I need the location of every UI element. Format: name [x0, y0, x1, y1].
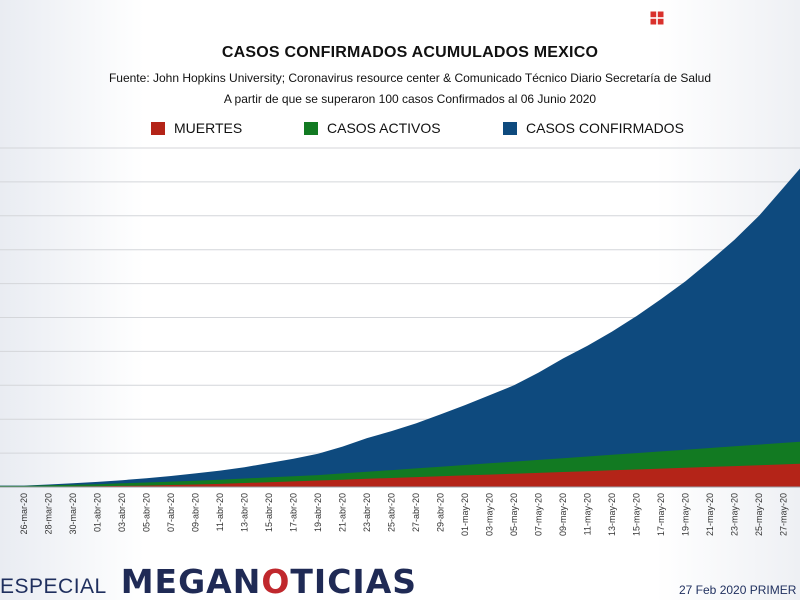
x-tick-label: 17-abr-20 — [289, 493, 299, 532]
x-tick-label: 15-abr-20 — [264, 493, 274, 532]
x-tick-label: 05-abr-20 — [142, 493, 152, 532]
chart-areas — [0, 168, 800, 488]
x-tick-label: 03-may-20 — [485, 493, 495, 536]
chart-title: CASOS CONFIRMADOS ACUMULADOS MEXICO — [221, 44, 599, 61]
x-tick-label: 05-may-20 — [509, 493, 519, 536]
legend-label-casos-activos: CASOS ACTIVOS — [327, 120, 441, 136]
area-muertes — [0, 463, 800, 487]
brand-part-2: TICIAS — [290, 562, 418, 601]
red-grid-logo-icon — [650, 11, 664, 25]
x-tick-label: 01-may-20 — [460, 493, 470, 536]
x-tick-label: 11-abr-20 — [215, 493, 225, 531]
x-axis-ticks: 26-mar-20 28-mar-20 30-mar-20 01-abr-20 03-a… — [19, 493, 789, 536]
legend-item-muertes: MUERTES — [151, 120, 242, 136]
footer-branding: ESPECIAL MEGANOTICIAS — [0, 562, 417, 601]
x-tick-label: 11-may-20 — [583, 493, 593, 535]
x-tick-label: 13-may-20 — [607, 493, 617, 536]
area-casos-confirmados — [0, 168, 800, 487]
meganoticias-logo: MEGANOTICIAS — [121, 562, 417, 601]
legend-swatch-casos-activos — [304, 121, 318, 135]
footer-broadcast-info: 27 Feb 2020 PRIMER — [679, 583, 797, 597]
chart-legend: MUERTES CASOS ACTIVOS CASOS CONFIRMADOS — [0, 120, 800, 140]
legend-item-casos-confirmados: CASOS CONFIRMADOS — [503, 120, 684, 136]
x-tick-label: 07-may-20 — [534, 493, 544, 536]
x-tick-label: 27-abr-20 — [411, 493, 421, 532]
x-tick-label: 25-may-20 — [754, 493, 764, 536]
x-tick-label: 21-abr-20 — [338, 493, 348, 532]
legend-swatch-muertes — [151, 121, 165, 135]
footer-especial-label: ESPECIAL — [0, 575, 107, 598]
x-tick-label: 03-abr-20 — [117, 493, 127, 532]
legend-label-muertes: MUERTES — [174, 120, 243, 136]
x-tick-label: 09-abr-20 — [191, 493, 201, 532]
chart-source: Fuente: John Hopkins University; Coronav… — [108, 71, 712, 85]
x-tick-label: 13-abr-20 — [240, 493, 250, 532]
x-tick-label: 19-may-20 — [681, 493, 691, 536]
legend-label-casos-confirmados: CASOS CONFIRMADOS — [526, 120, 684, 136]
x-tick-label: 23-abr-20 — [362, 493, 372, 532]
legend-swatch-casos-confirmados — [503, 121, 517, 135]
x-tick-label: 19-abr-20 — [313, 493, 323, 532]
x-tick-label: 01-abr-20 — [93, 493, 103, 532]
brand-accent: O — [261, 562, 291, 601]
legend-item-casos-activos: CASOS ACTIVOS — [304, 120, 441, 136]
x-tick-label: 21-may-20 — [705, 493, 715, 536]
chart-subtitle: A partir de que se superaron 100 casos C… — [223, 92, 597, 106]
x-tick-label: 23-may-20 — [730, 493, 740, 536]
x-tick-label: 29-abr-20 — [436, 493, 446, 532]
x-tick-label: 27-may-20 — [779, 493, 789, 536]
x-tick-label: 26-mar-20 — [19, 493, 29, 535]
x-tick-label: 09-may-20 — [558, 493, 568, 536]
x-tick-label: 15-may-20 — [632, 493, 642, 536]
x-tick-label: 07-abr-20 — [166, 493, 176, 532]
x-tick-label: 30-mar-20 — [68, 493, 78, 535]
x-tick-label: 25-abr-20 — [387, 493, 397, 532]
brand-part-1: MEGAN — [120, 562, 262, 601]
x-tick-label: 28-mar-20 — [44, 493, 54, 535]
x-tick-label: 17-may-20 — [656, 493, 666, 536]
